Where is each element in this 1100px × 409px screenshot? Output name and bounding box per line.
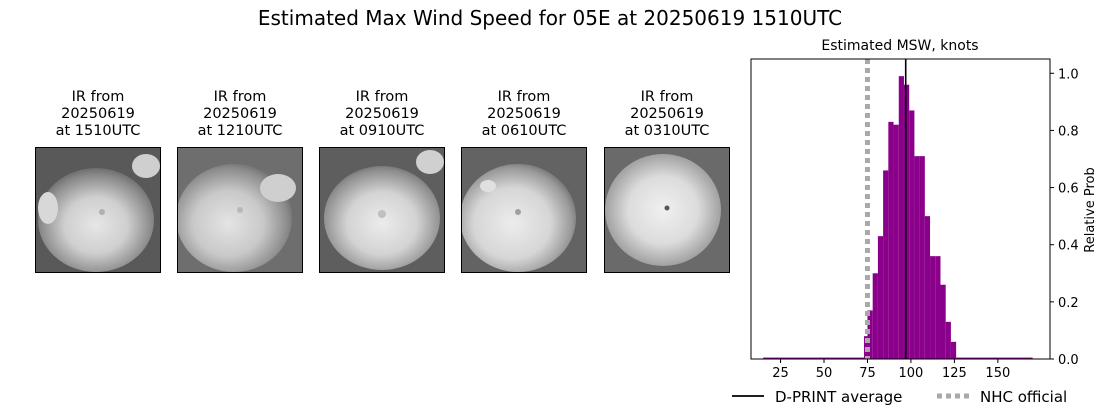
y-tick-label: 0.0 xyxy=(1058,353,1079,368)
y-tick-label: 1.0 xyxy=(1058,67,1079,82)
histogram-bar xyxy=(930,256,936,359)
y-tick-label: 0.8 xyxy=(1058,124,1079,139)
figure-title: Estimated Max Wind Speed for 05E at 2025… xyxy=(257,6,843,30)
histogram-bar xyxy=(883,170,889,359)
histogram-bar xyxy=(945,321,951,359)
histogram-bar xyxy=(914,156,920,359)
ir-image-2 xyxy=(177,147,303,273)
ir-image-1 xyxy=(35,147,161,273)
chart-title: Estimated MSW, knots xyxy=(821,38,978,54)
histogram-bar xyxy=(877,236,884,359)
x-tick-label: 75 xyxy=(859,366,876,381)
histogram-bar xyxy=(919,156,925,359)
histogram-bar xyxy=(935,256,941,359)
histogram-bar xyxy=(940,284,946,359)
ir-panel-title-1: IR from 20250619 at 1510UTC xyxy=(55,89,141,139)
y-tick-label: 0.6 xyxy=(1058,182,1079,197)
histogram-bar xyxy=(872,273,878,359)
y-axis-label: Relative Prob xyxy=(1083,167,1098,252)
y-tick-label: 0.4 xyxy=(1058,239,1079,254)
ir-image-4 xyxy=(461,147,587,273)
ir-panel-title-3: IR from 20250619 at 0910UTC xyxy=(339,89,425,139)
ir-image-3 xyxy=(319,147,445,273)
histogram-bar xyxy=(763,357,864,359)
ir-panel-title-2: IR from 20250619 at 1210UTC xyxy=(197,89,283,139)
ir-panel-title-4: IR from 20250619 at 0610UTC xyxy=(481,89,567,139)
plot-frame xyxy=(750,58,1051,360)
y-tick-label: 0.2 xyxy=(1058,296,1079,311)
ir-image-5 xyxy=(604,147,730,273)
histogram-bar xyxy=(888,121,894,359)
histogram-bar xyxy=(898,76,904,360)
histogram-bar xyxy=(950,341,957,359)
histogram-bar xyxy=(903,84,910,359)
x-tick-label: 50 xyxy=(816,366,833,381)
histogram-bar xyxy=(867,310,873,359)
legend-nhc-label: NHC official xyxy=(980,388,1067,406)
x-tick-label: 25 xyxy=(772,366,789,381)
legend-dprint-label: D-PRINT average xyxy=(775,388,902,406)
histogram-bar xyxy=(893,124,899,359)
histogram-bar xyxy=(956,357,1033,359)
x-tick-label: 100 xyxy=(899,366,924,381)
histogram-bar xyxy=(924,216,931,359)
ir-panel-title-5: IR from 20250619 at 0310UTC xyxy=(624,89,710,139)
x-tick-label: 125 xyxy=(942,366,967,381)
x-tick-label: 150 xyxy=(985,366,1010,381)
histogram-bar xyxy=(909,110,915,359)
